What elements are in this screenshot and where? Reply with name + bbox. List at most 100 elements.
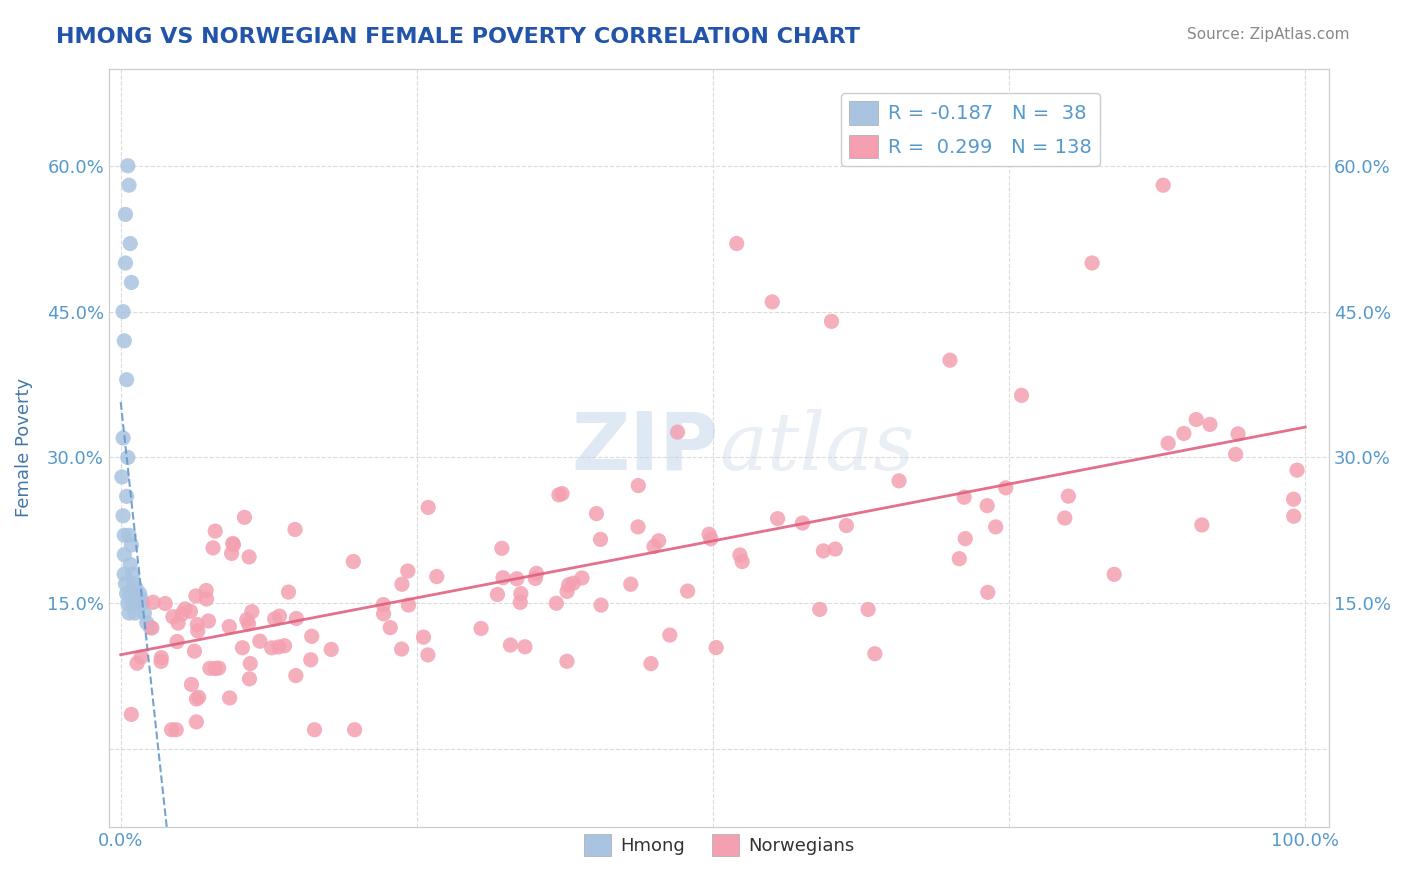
Point xyxy=(1173,426,1195,441)
Point xyxy=(142,595,165,609)
Point xyxy=(112,528,135,542)
Point xyxy=(221,546,243,560)
Point xyxy=(835,518,858,533)
Point xyxy=(115,489,138,503)
Point xyxy=(380,621,402,635)
Point xyxy=(267,640,290,654)
Point xyxy=(218,690,240,705)
Point xyxy=(204,661,226,675)
Point xyxy=(121,567,143,582)
Point xyxy=(939,353,962,368)
Text: Source: ZipAtlas.com: Source: ZipAtlas.com xyxy=(1187,27,1350,42)
Point xyxy=(824,542,846,557)
Point xyxy=(128,586,150,600)
Point xyxy=(1057,489,1080,503)
Point xyxy=(195,592,218,607)
Point xyxy=(416,648,439,662)
Point xyxy=(167,616,190,631)
Point xyxy=(524,571,547,585)
Point xyxy=(1102,567,1125,582)
Point xyxy=(273,639,295,653)
Point xyxy=(160,723,183,737)
Point xyxy=(284,523,307,537)
Point xyxy=(134,606,156,620)
Point xyxy=(620,577,643,591)
Point xyxy=(120,538,142,552)
Point xyxy=(1011,388,1033,402)
Point xyxy=(204,524,226,538)
Point xyxy=(391,642,413,657)
Point xyxy=(700,532,723,546)
Point xyxy=(589,533,612,547)
Point xyxy=(513,640,536,654)
Point xyxy=(697,527,720,541)
Point xyxy=(863,647,886,661)
Point xyxy=(238,672,260,686)
Point xyxy=(112,304,135,318)
Point xyxy=(585,507,607,521)
Point xyxy=(813,544,835,558)
Point xyxy=(141,621,163,635)
Point xyxy=(285,611,308,625)
Point xyxy=(731,555,754,569)
Point xyxy=(418,500,440,515)
Point xyxy=(761,294,783,309)
Point xyxy=(165,723,187,737)
Point xyxy=(526,566,548,581)
Point xyxy=(509,586,531,600)
Point xyxy=(299,653,322,667)
Point xyxy=(127,599,149,613)
Point xyxy=(391,577,413,591)
Point xyxy=(150,655,173,669)
Point xyxy=(728,548,751,562)
Point xyxy=(321,642,343,657)
Point xyxy=(343,723,366,737)
Point xyxy=(1191,518,1213,533)
Point xyxy=(1199,417,1222,432)
Point xyxy=(114,577,136,591)
Point xyxy=(118,178,141,193)
Point xyxy=(150,650,173,665)
Point xyxy=(112,431,135,445)
Point xyxy=(301,629,323,643)
Point xyxy=(887,474,910,488)
Point xyxy=(491,541,513,556)
Point xyxy=(231,640,253,655)
Point xyxy=(186,617,208,632)
Point xyxy=(120,558,142,572)
Point xyxy=(120,276,142,290)
Point xyxy=(426,569,449,583)
Point xyxy=(112,334,135,348)
Point xyxy=(117,596,139,610)
Point xyxy=(186,714,208,729)
Point xyxy=(499,638,522,652)
Point xyxy=(1286,463,1309,477)
Point xyxy=(627,478,650,492)
Point xyxy=(180,677,202,691)
Point xyxy=(117,450,139,465)
Point xyxy=(948,551,970,566)
Point xyxy=(284,668,307,682)
Point xyxy=(117,159,139,173)
Point xyxy=(139,621,162,635)
Point xyxy=(166,634,188,648)
Point xyxy=(269,609,291,624)
Point xyxy=(222,538,245,552)
Point xyxy=(198,661,221,675)
Point xyxy=(131,596,153,610)
Point xyxy=(184,589,207,603)
Point xyxy=(240,605,263,619)
Point xyxy=(792,516,814,530)
Point xyxy=(506,572,529,586)
Point xyxy=(115,373,138,387)
Point xyxy=(977,585,1000,599)
Point xyxy=(208,661,231,675)
Point xyxy=(115,586,138,600)
Point xyxy=(1081,256,1104,270)
Text: ZIP: ZIP xyxy=(572,409,718,487)
Point xyxy=(1227,426,1250,441)
Point xyxy=(396,564,419,578)
Point xyxy=(135,615,157,630)
Y-axis label: Female Poverty: Female Poverty xyxy=(15,378,32,517)
Point xyxy=(129,649,152,664)
